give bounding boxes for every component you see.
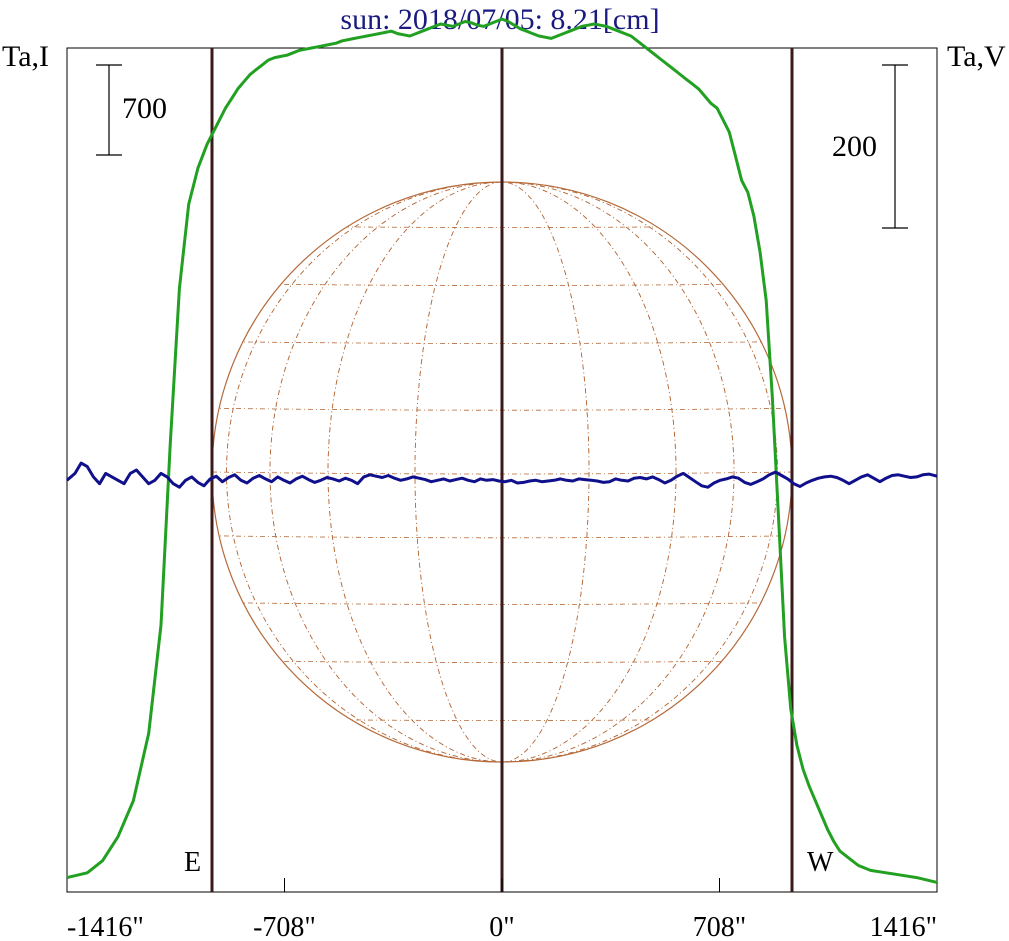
longitude-line	[414, 182, 590, 762]
y-axis-label-left: Ta,I	[2, 40, 49, 73]
series-line-V	[66, 461, 938, 489]
series-layer	[66, 17, 938, 884]
longitude-line	[269, 182, 735, 762]
east-limb-label: E	[184, 847, 201, 878]
x-tick-label: 1416"	[870, 912, 937, 941]
scale-bar-right-label: 200	[832, 130, 877, 163]
y-axis-label-right: Ta,V	[947, 40, 1006, 73]
scale-bar-right: 200	[832, 64, 908, 229]
x-tick-label: -708"	[253, 912, 316, 941]
longitude-line	[327, 182, 677, 762]
scale-bar-left-label: 700	[122, 92, 167, 125]
limb-lines	[210, 48, 794, 892]
scale-bar-left: 700	[96, 64, 167, 156]
west-limb-label: W	[807, 847, 834, 878]
x-tick-label: -1416"	[67, 912, 144, 941]
x-tick-label: 0"	[489, 912, 514, 941]
x-axis-ticks: -1416" -708" 0" 708" 1416"	[67, 878, 937, 941]
x-tick-label: 708"	[693, 912, 746, 941]
series-line-I	[66, 17, 938, 884]
